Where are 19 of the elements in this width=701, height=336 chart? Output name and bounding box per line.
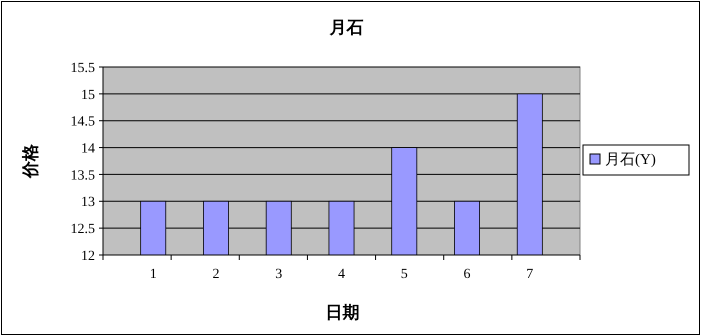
legend-label: 月石(Y): [605, 152, 656, 168]
x-tick-label: 4: [338, 267, 345, 282]
y-tick-label: 15: [81, 88, 95, 103]
chart-title: 月石: [328, 18, 364, 37]
y-axis-title: 价格: [21, 143, 40, 179]
x-tick-label: 6: [464, 267, 471, 282]
x-tick-label: 3: [275, 267, 282, 282]
y-tick-label: 14: [81, 141, 95, 156]
y-tick-label: 14.5: [70, 114, 95, 130]
y-tick-label: 12.5: [70, 222, 95, 238]
y-tick-label: 12: [81, 248, 95, 264]
x-tick-label: 2: [212, 267, 220, 282]
x-tick-label: 1: [150, 267, 157, 282]
x-axis-title: 日期: [326, 303, 360, 322]
x-tick-label: 7: [526, 267, 534, 282]
y-tick-label: 13: [81, 195, 95, 210]
x-tick-label: 5: [400, 267, 408, 282]
y-tick-label: 13.5: [70, 168, 95, 184]
y-tick-label: 15.5: [70, 60, 95, 76]
